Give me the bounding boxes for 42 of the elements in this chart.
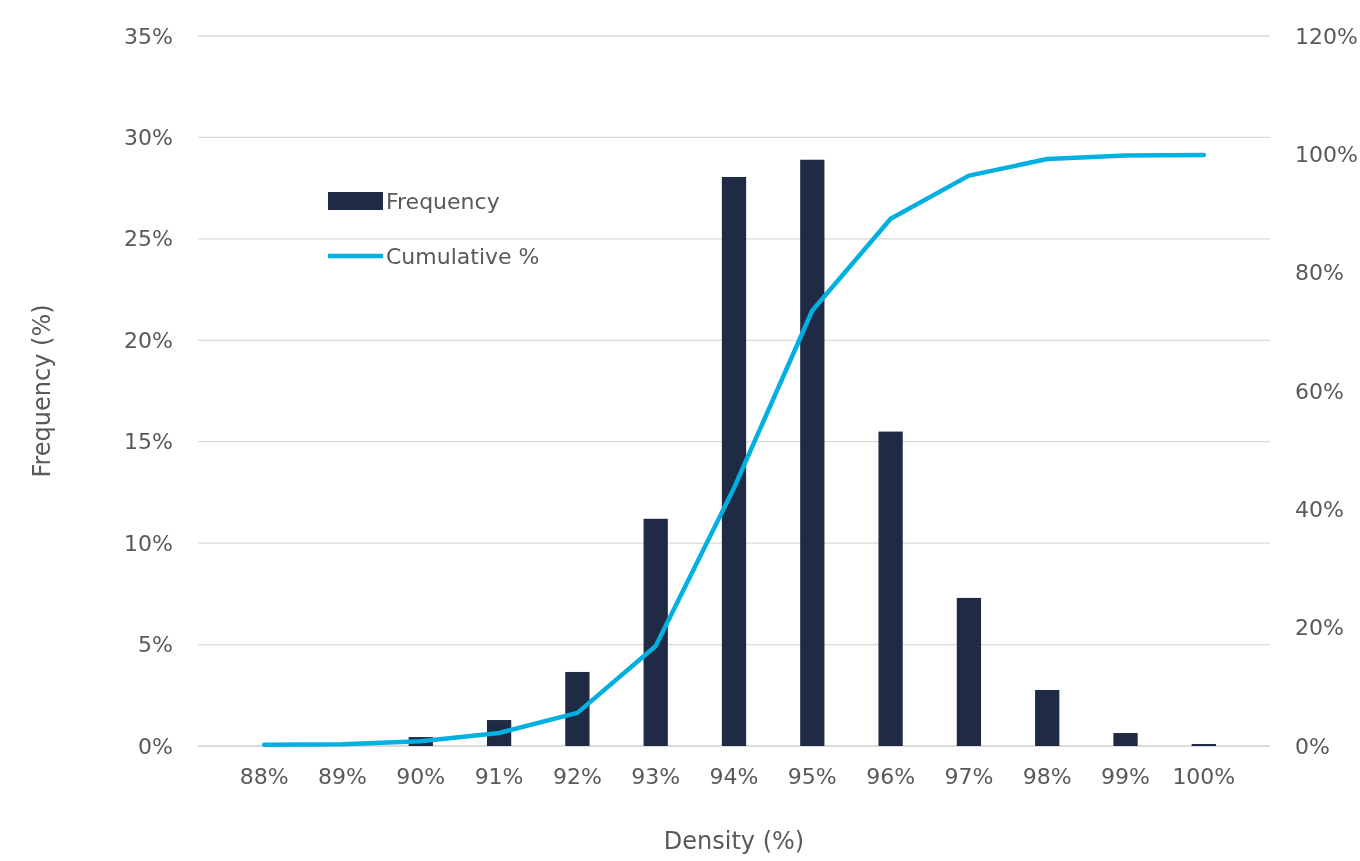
- y2-tick-label: 80%: [1295, 260, 1344, 286]
- bar: [565, 671, 590, 746]
- bar: [956, 597, 982, 746]
- y-tick-label: 5%: [138, 632, 173, 658]
- x-tick-label: 93%: [631, 764, 681, 789]
- y2-tick-label: 100%: [1295, 141, 1358, 167]
- bar: [1035, 690, 1060, 746]
- y-axis-title: Frequency (%): [28, 304, 56, 478]
- x-tick-label: 89%: [318, 764, 367, 789]
- y-tick-label: 25%: [124, 226, 173, 252]
- y2-tick-label: 60%: [1295, 378, 1344, 404]
- y-tick-label: 30%: [124, 124, 173, 150]
- legend-label: Frequency: [386, 188, 500, 214]
- x-tick-label: 94%: [709, 764, 759, 789]
- bar: [1191, 743, 1216, 746]
- bar: [721, 176, 747, 746]
- bar: [800, 159, 825, 746]
- y-tick-label: 0%: [138, 733, 173, 759]
- y-tick-label: 15%: [124, 429, 173, 455]
- bar: [878, 431, 903, 746]
- y2-tick-label: 0%: [1295, 733, 1330, 759]
- x-tick-label: 100%: [1172, 764, 1236, 789]
- x-tick-label: 96%: [866, 764, 916, 789]
- x-tick-label: 91%: [474, 764, 524, 789]
- x-tick-label: 98%: [1022, 764, 1072, 789]
- y2-tick-label: 20%: [1295, 615, 1344, 641]
- bar: [643, 518, 668, 746]
- x-tick-label: 92%: [552, 764, 602, 789]
- x-tick-label: 90%: [396, 764, 446, 789]
- bar: [1113, 733, 1138, 746]
- x-tick-label: 97%: [944, 764, 994, 789]
- legend-label: Cumulative %: [386, 243, 540, 269]
- line-series: [261, 152, 1207, 748]
- x-tick-label: 99%: [1101, 764, 1150, 789]
- y-tick-label: 10%: [124, 530, 173, 556]
- x-axis-title: Density (%): [663, 827, 805, 855]
- y2-tick-label: 120%: [1295, 23, 1358, 49]
- x-tick-label: 88%: [239, 764, 289, 789]
- y-tick-label: 20%: [124, 327, 173, 353]
- x-tick-label: 95%: [787, 764, 837, 789]
- y-tick-label: 35%: [124, 23, 173, 49]
- y2-tick-label: 40%: [1295, 496, 1344, 522]
